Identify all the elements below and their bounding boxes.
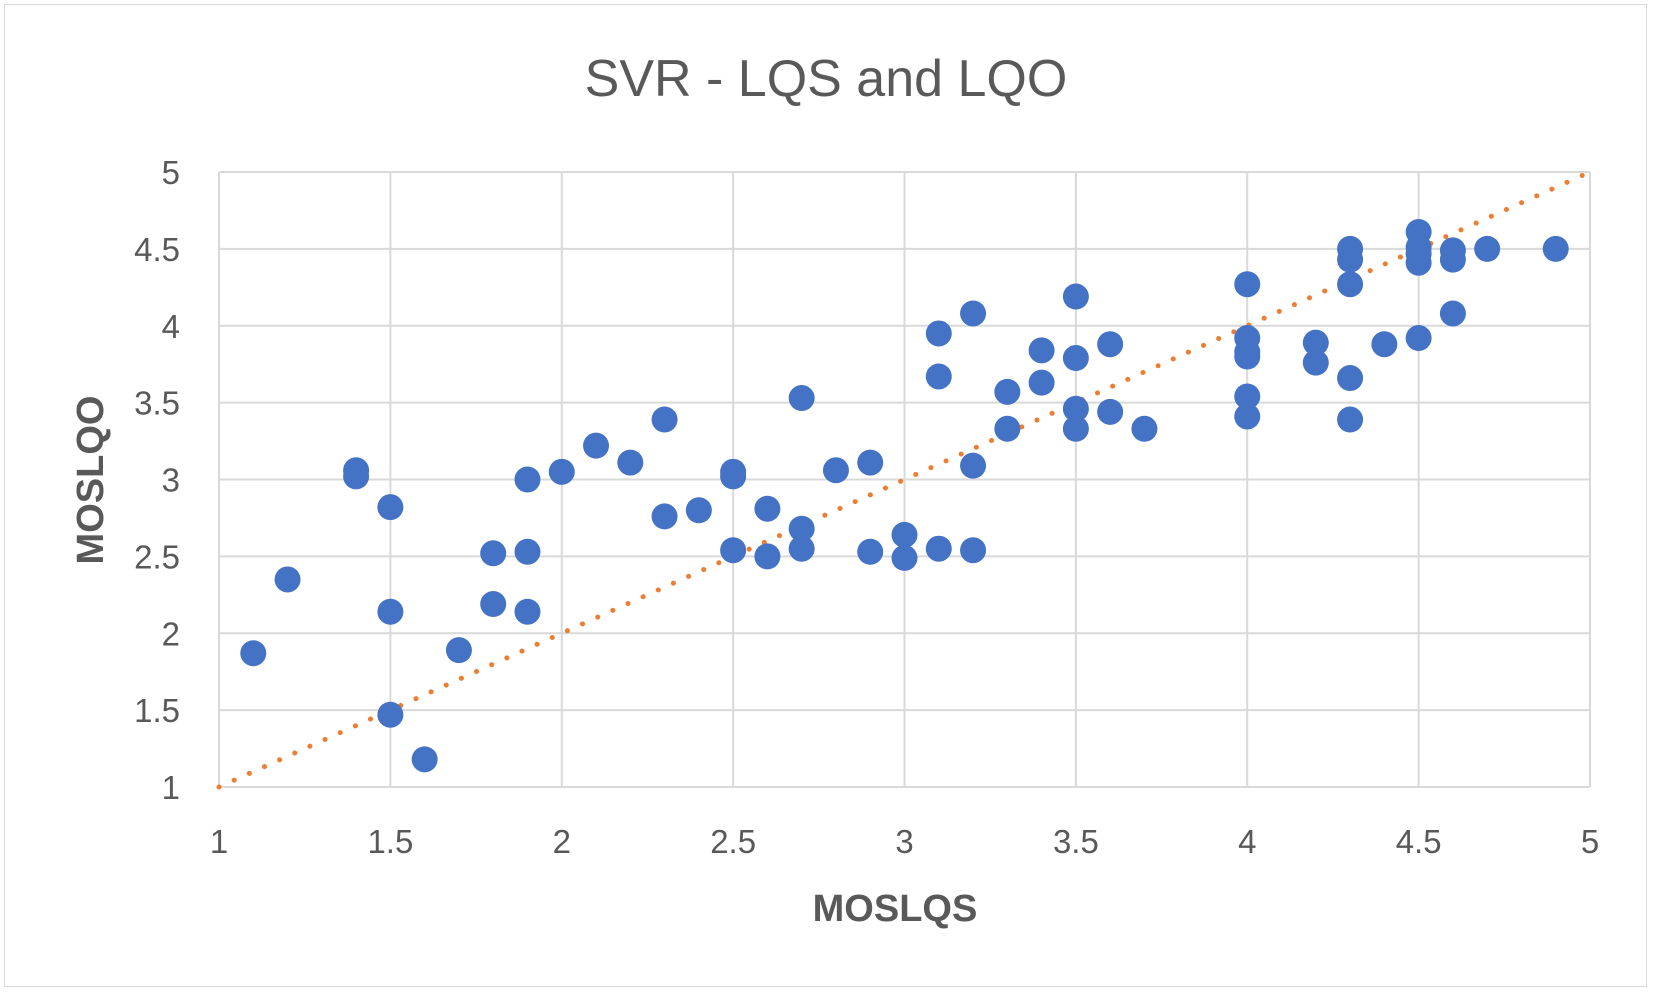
chart-frame [4, 4, 1647, 987]
data-point [1542, 235, 1569, 262]
data-point [1234, 271, 1261, 298]
data-point [377, 494, 404, 521]
data-point [514, 598, 541, 625]
data-point [720, 463, 747, 490]
data-point [1405, 325, 1432, 352]
data-point [1234, 403, 1261, 430]
x-axis-ticks: 1 1.5 2 2.5 3 3.5 4 4.5 5 [210, 823, 1599, 860]
data-point [1234, 383, 1261, 410]
data-point [685, 497, 712, 524]
data-point [377, 701, 404, 728]
y-tick-label: 2.5 [134, 538, 180, 575]
data-point [1097, 398, 1124, 425]
y-axis-ticks: 1 1.5 2 2.5 3 3.5 4 4.5 5 [134, 154, 180, 806]
data-point [788, 535, 815, 562]
data-point [651, 503, 678, 530]
y-axis-title: MOSLQO [70, 396, 112, 565]
data-point [548, 458, 575, 485]
grid-lines [218, 171, 1591, 788]
x-tick-label: 5 [1581, 823, 1599, 860]
data-point [788, 385, 815, 412]
data-point [651, 406, 678, 433]
data-point [754, 543, 781, 570]
data-point [1405, 249, 1432, 276]
data-point [1439, 246, 1466, 273]
data-point [1337, 246, 1364, 273]
data-point [1028, 369, 1055, 396]
data-point [1439, 300, 1466, 327]
data-point [891, 521, 918, 548]
data-point [514, 466, 541, 493]
data-point [1337, 365, 1364, 392]
data-point [411, 746, 438, 773]
data-point [1302, 329, 1329, 356]
data-point [925, 535, 952, 562]
data-point [1131, 415, 1158, 442]
y-tick-label: 2 [162, 615, 180, 652]
data-point [1234, 343, 1261, 370]
data-point [1062, 345, 1089, 372]
x-tick-label: 1.5 [367, 823, 413, 860]
data-point [1062, 395, 1089, 422]
trendline [216, 169, 1593, 790]
y-tick-label: 5 [162, 154, 180, 191]
data-point [445, 637, 472, 664]
x-tick-label: 2.5 [710, 823, 756, 860]
data-point [617, 449, 644, 476]
x-tick-label: 3.5 [1053, 823, 1099, 860]
x-tick-label: 4.5 [1396, 823, 1442, 860]
data-point [822, 457, 849, 484]
data-point [960, 537, 987, 564]
data-point [754, 495, 781, 522]
data-point [274, 566, 301, 593]
data-point [994, 415, 1021, 442]
data-point [857, 449, 884, 476]
data-point [1474, 235, 1501, 262]
data-points [240, 218, 1569, 773]
y-tick-label: 4.5 [134, 231, 180, 268]
data-point [925, 363, 952, 390]
data-point [720, 537, 747, 564]
y-tick-label: 4 [162, 308, 180, 345]
data-point [480, 540, 507, 567]
data-point [960, 300, 987, 327]
data-point [1028, 337, 1055, 364]
data-point [514, 538, 541, 565]
trendline-line [216, 169, 1593, 790]
x-tick-label: 2 [553, 823, 571, 860]
y-tick-label: 1 [162, 769, 180, 806]
data-point [1062, 283, 1089, 310]
x-tick-label: 1 [210, 823, 228, 860]
data-point [994, 378, 1021, 405]
data-point [925, 320, 952, 347]
data-point [240, 640, 267, 667]
y-tick-label: 1.5 [134, 692, 180, 729]
y-tick-label: 3.5 [134, 385, 180, 422]
chart-title: SVR - LQS and LQO [585, 50, 1068, 108]
data-point [857, 538, 884, 565]
data-point [583, 432, 610, 459]
data-point [1097, 331, 1124, 358]
data-point [343, 463, 370, 490]
y-tick-label: 3 [162, 462, 180, 499]
data-point [891, 544, 918, 571]
x-tick-label: 4 [1238, 823, 1256, 860]
data-point [1337, 271, 1364, 298]
data-point [960, 452, 987, 479]
data-point [1062, 415, 1089, 442]
data-point [1371, 331, 1398, 358]
data-point [1302, 349, 1329, 376]
data-point [377, 598, 404, 625]
data-point [480, 591, 507, 618]
x-tick-label: 3 [895, 823, 913, 860]
data-point [1337, 406, 1364, 433]
data-point [788, 515, 815, 542]
x-axis-title: MOSLQS [813, 888, 978, 930]
